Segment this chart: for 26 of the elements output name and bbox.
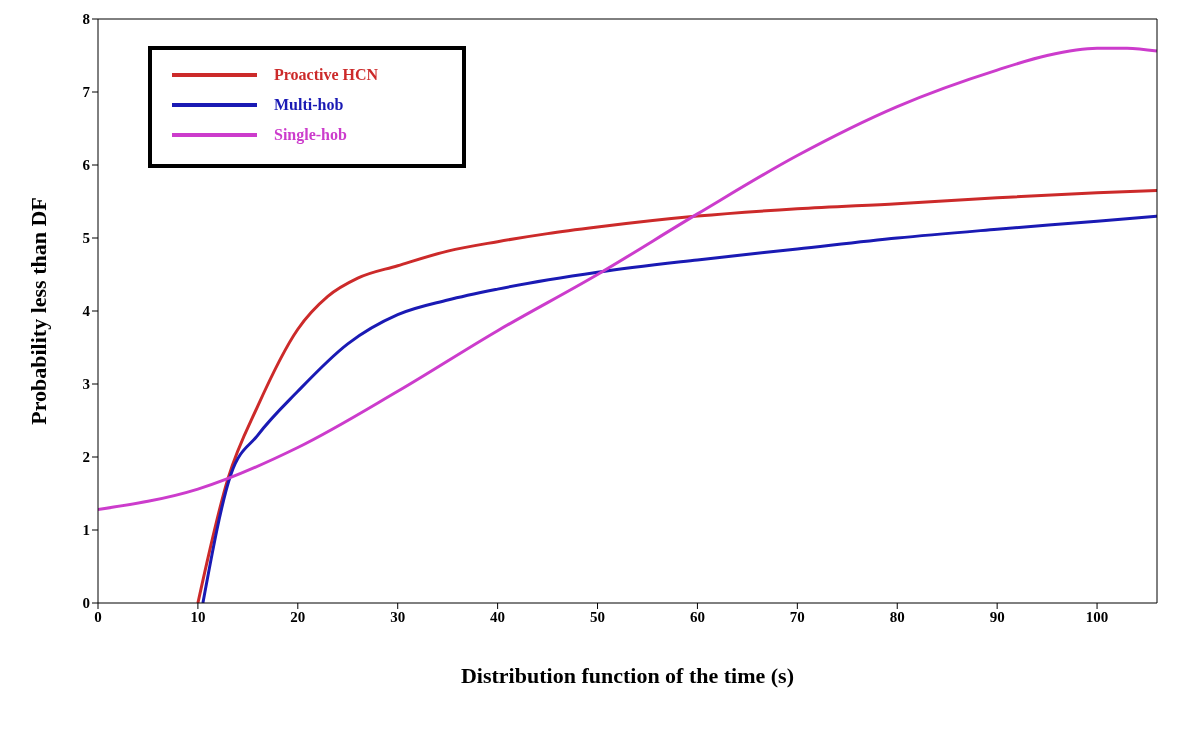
y-tick-label: 1 [82,522,90,539]
text: Multi-hob [274,96,344,114]
x-tick-label: 50 [590,608,606,625]
x-tick-label: 70 [789,608,805,625]
x-tick-label: 60 [689,608,705,625]
y-tick-label: 3 [82,376,90,393]
x-tick-label: 10 [190,608,206,625]
x-tick-label: 90 [989,608,1005,625]
y-tick-label: 6 [82,157,91,174]
x-axis-title: Distribution function of the time (s) [460,663,795,688]
y-tick-label: 2 [82,449,90,466]
x-tick-label: 80 [889,608,905,625]
y-tick-label: 0 [82,595,90,612]
x-tick-label: 20 [290,608,306,625]
x-tick-label: 0 [94,608,102,625]
y-tick-label: 4 [82,303,91,320]
text: Proactive HCN [274,66,379,84]
text: Single-hob [274,126,347,144]
x-tick-label: 30 [390,608,406,625]
y-axis-title: Probability less than DF [25,197,51,425]
y-tick-label: 8 [82,11,90,28]
y-tick-label: 5 [82,230,90,247]
x-tick-label: 100 [1085,608,1109,625]
y-tick-label: 7 [82,84,91,101]
line-series [98,46,1157,512]
x-tick-label: 40 [490,608,506,625]
